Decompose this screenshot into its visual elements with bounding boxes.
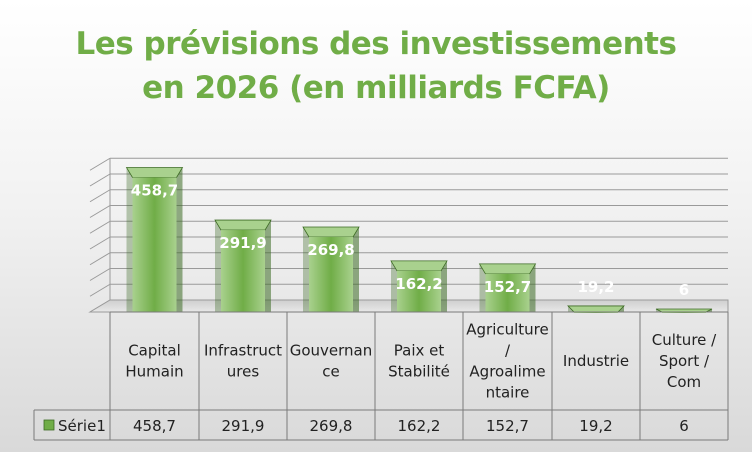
gridline-side <box>89 283 111 297</box>
table-value: 162,2 <box>398 417 441 435</box>
table-value: 458,7 <box>133 417 176 435</box>
bar-top <box>567 305 625 313</box>
table-value: 19,2 <box>579 417 612 435</box>
legend-key <box>43 419 55 431</box>
bar-side-right <box>441 260 447 312</box>
gridline-side <box>89 173 111 187</box>
bar-top <box>214 219 272 231</box>
category-label: Capital Humain <box>125 342 183 381</box>
data-label: 19,2 <box>577 278 614 296</box>
table-value: 291,9 <box>222 417 265 435</box>
bar-top <box>478 263 537 275</box>
gridline-side <box>89 189 111 203</box>
bar <box>485 273 530 312</box>
table-value: 269,8 <box>310 417 353 435</box>
bar-top <box>390 260 448 272</box>
bar-side-right <box>176 167 183 312</box>
bar-side-right <box>265 220 271 312</box>
bar-side-left <box>479 263 486 312</box>
bar <box>309 237 353 312</box>
bar-side-right <box>618 305 624 312</box>
bar-side-right <box>529 263 536 312</box>
bar-side-left <box>215 220 221 312</box>
legend-label: Série1 <box>58 417 106 435</box>
bar-side-right <box>706 309 712 312</box>
table-value: 152,7 <box>486 417 529 435</box>
table-value: 6 <box>679 417 689 435</box>
bar-side-right <box>353 227 359 312</box>
bar-side-left <box>656 309 662 312</box>
bar <box>221 230 265 312</box>
category-label: Agriculture / Agroalime ntaire <box>466 321 549 402</box>
bar-side-left <box>126 167 133 312</box>
gridline-side <box>89 220 111 234</box>
category-label: Industrie <box>563 352 629 370</box>
data-label: 291,9 <box>219 234 266 252</box>
bar-side-left <box>391 260 397 312</box>
data-label: 6 <box>679 281 689 299</box>
gridline-side <box>89 236 111 250</box>
bar <box>132 177 177 312</box>
gridline-side <box>89 205 111 218</box>
gridline-side <box>89 268 111 281</box>
bar <box>397 270 441 312</box>
data-label: 458,7 <box>131 182 178 200</box>
chart-title: Les prévisions des investissements en 20… <box>0 22 752 110</box>
data-label: 269,8 <box>307 241 354 259</box>
gridline-side <box>89 157 111 171</box>
category-label: Paix et Stabilité <box>388 342 450 381</box>
gridline-side <box>89 252 111 266</box>
chart-title-line-2: en 2026 (en milliards FCFA) <box>142 70 610 106</box>
category-label: Infrastruct ures <box>204 342 282 381</box>
bar-top <box>125 167 184 178</box>
data-label: 152,7 <box>484 278 531 296</box>
data-label: 162,2 <box>395 275 442 293</box>
bar-top <box>302 226 360 238</box>
bar-side-left <box>303 227 309 312</box>
bar-side-left <box>568 305 574 312</box>
chart-title-line-1: Les prévisions des investissements <box>75 26 677 62</box>
category-label: Gouvernan ce <box>290 342 373 381</box>
category-label: Culture / Sport / Com <box>652 331 717 391</box>
